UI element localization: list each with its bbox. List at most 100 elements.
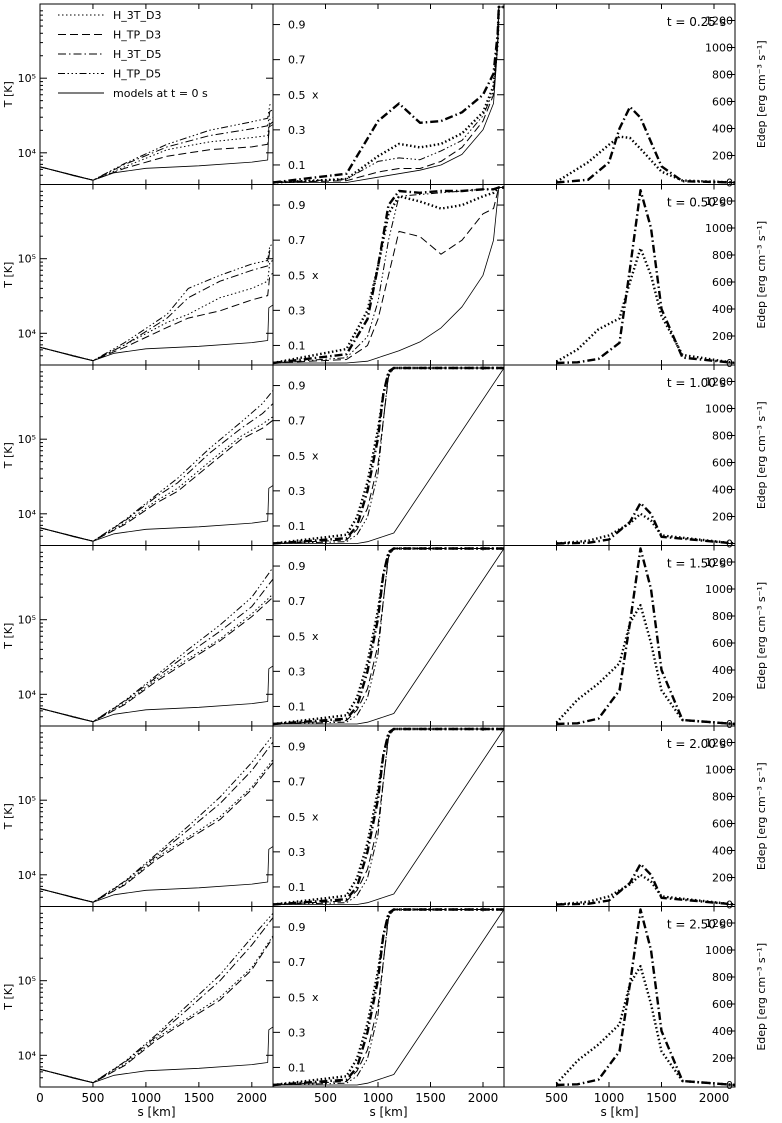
- edep-tick-label: 1000: [705, 222, 733, 235]
- panel-frame: [503, 3, 736, 185]
- initial-T-line: [39, 485, 274, 542]
- edep-tick-label: 1000: [705, 42, 733, 55]
- h_3t_d3-T-line: [39, 416, 274, 542]
- h_tp_d5-T-line: [39, 390, 274, 542]
- T-tick-label: 10⁴: [18, 147, 37, 160]
- x-frac-tick-label: 0.5: [288, 630, 306, 643]
- x-tick-label: 1000: [594, 1091, 625, 1105]
- x-frac-tick-label: 0.5: [288, 450, 306, 463]
- x-tick-label: 0: [36, 1091, 44, 1105]
- edep-tick-label: 1200: [705, 737, 733, 750]
- edep-axis-label: Edep [erg cm⁻³ s⁻¹]: [755, 943, 768, 1051]
- h_3t_d3-x-line: [272, 186, 504, 365]
- time-label: t = 2.50 s: [667, 918, 726, 932]
- h_tp_d3-x-line: [272, 367, 504, 544]
- h_3t_d3-edep-line: [555, 965, 736, 1087]
- legend-label: H_TP_D5: [113, 68, 161, 81]
- legend-label: models at t = 0 s: [113, 87, 208, 100]
- T-tick-label: 10⁴: [18, 869, 37, 882]
- initial-x-line: [273, 909, 505, 1086]
- T-axis-label: T [K]: [2, 984, 15, 1011]
- panel-frame: [39, 545, 274, 727]
- x-axis-label: s [km]: [369, 1105, 407, 1119]
- x-frac-tick-label: 0.9: [288, 560, 306, 573]
- x-frac-tick-label: 0.7: [288, 956, 306, 969]
- x-frac-tick-label: 0.7: [288, 234, 306, 247]
- h_3t_d5-x-line: [272, 908, 504, 1087]
- panel-frame: [272, 3, 505, 185]
- h_3t_d5-x-line: [272, 547, 504, 726]
- x-frac-tick-label: 0.3: [288, 665, 306, 678]
- x-tick-label: 500: [314, 1091, 337, 1105]
- T-tick-label: 10⁵: [18, 794, 36, 807]
- edep-axis-label: Edep [erg cm⁻³ s⁻¹]: [755, 582, 768, 690]
- legend-label: H_3T_D5: [113, 48, 161, 61]
- h_3t_d5-edep-line: [556, 188, 736, 365]
- initial-x-line: [273, 548, 505, 725]
- T-axis-label: T [K]: [2, 262, 15, 289]
- x-tick-label: 1500: [184, 1091, 215, 1105]
- x-frac-tick-label: 0.1: [288, 700, 306, 713]
- T-tick-label: 10⁴: [18, 1049, 37, 1062]
- h_tp_d3-x-line: [272, 6, 504, 183]
- edep-tick-label: 0: [726, 538, 733, 551]
- time-label: t = 1.00 s: [667, 376, 726, 390]
- edep-tick-label: 800: [712, 791, 733, 804]
- h_3t_d3-x-line: [272, 727, 504, 906]
- edep-tick-label: 800: [712, 971, 733, 984]
- edep-tick-label: 1200: [705, 195, 733, 208]
- edep-tick-label: 800: [712, 69, 733, 82]
- x-frac-tick-label: 0.9: [288, 380, 306, 393]
- h_3t_d5-x-line: [272, 366, 504, 545]
- T-tick-label: 10⁵: [18, 433, 36, 446]
- h_3t_d3-T-line: [39, 935, 274, 1084]
- h_3t_d5-edep-line: [556, 862, 736, 906]
- edep-tick-label: 200: [712, 330, 733, 343]
- data-series: [39, 5, 736, 1087]
- h_3t_d5-edep-line: [556, 547, 736, 726]
- h_tp_d3-x-line: [272, 187, 504, 364]
- h_3t_d5-T-line: [39, 109, 274, 181]
- edep-tick-label: 0: [726, 1079, 733, 1092]
- x-tick-label: 1500: [415, 1091, 446, 1105]
- panel-frame: [272, 545, 505, 727]
- h_3t_d3-edep-line: [555, 135, 736, 184]
- T-tick-label: 10⁴: [18, 688, 37, 701]
- T-axis-label: T [K]: [2, 81, 15, 108]
- h_3t_d5-x-line: [272, 5, 504, 184]
- edep-tick-label: 0: [726, 899, 733, 912]
- axis-ticks: [39, 4, 735, 1087]
- edep-tick-label: 400: [712, 1025, 733, 1038]
- h_tp_d5-x-line: [272, 548, 504, 725]
- edep-tick-label: 400: [712, 484, 733, 497]
- edep-tick-label: 200: [712, 691, 733, 704]
- edep-tick-label: 800: [712, 249, 733, 262]
- x-frac-tick-label: 0.3: [288, 846, 306, 859]
- time-label: t = 0.25 s: [667, 15, 726, 29]
- x-tick-label: 1000: [131, 1091, 162, 1105]
- edep-axis-label: Edep [erg cm⁻³ s⁻¹]: [755, 221, 768, 329]
- panel-frame: [39, 906, 274, 1088]
- edep-tick-label: 0: [726, 718, 733, 731]
- x-frac-tick-label: 0.5: [288, 991, 306, 1004]
- panel-frame: [503, 906, 736, 1088]
- x-axis-mid-label: x: [312, 630, 319, 643]
- x-axis-label: s [km]: [600, 1105, 638, 1119]
- edep-tick-label: 200: [712, 1052, 733, 1065]
- panel-frame: [272, 906, 505, 1088]
- T-tick-label: 10⁵: [18, 614, 36, 627]
- edep-axis-label: Edep [erg cm⁻³ s⁻¹]: [755, 401, 768, 509]
- h_tp_d5-x-line: [272, 367, 504, 544]
- time-label: t = 0.50 s: [667, 196, 726, 210]
- h_3t_d5-T-line: [39, 248, 274, 362]
- x-frac-tick-label: 0.1: [288, 159, 306, 172]
- time-label: t = 1.50 s: [667, 557, 726, 571]
- x-frac-tick-label: 0.9: [288, 921, 306, 934]
- initial-x-line: [273, 6, 504, 183]
- edep-tick-label: 400: [712, 303, 733, 316]
- x-tick-label: 500: [545, 1091, 568, 1105]
- initial-T-line: [39, 124, 274, 181]
- edep-tick-label: 1000: [705, 944, 733, 957]
